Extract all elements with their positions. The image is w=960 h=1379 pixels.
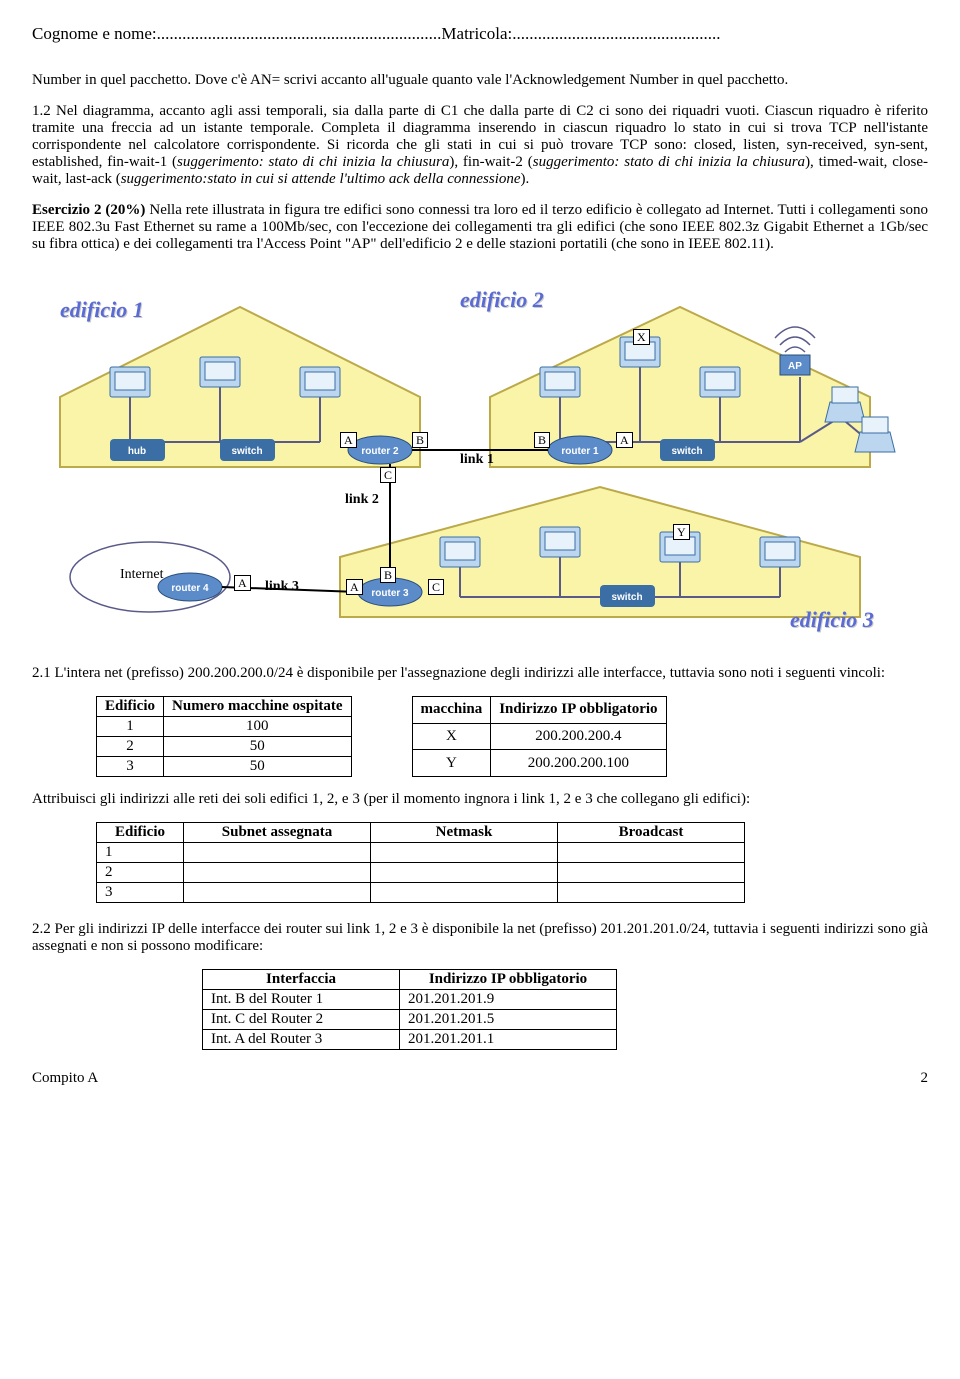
td: 200.200.200.4 xyxy=(491,723,666,750)
svg-text:switch: switch xyxy=(611,592,642,603)
port-A: A xyxy=(340,432,357,448)
port-A: A xyxy=(346,579,363,595)
td: 2 xyxy=(97,737,164,757)
td xyxy=(371,843,558,863)
exercise-2-intro: Esercizio 2 (20%) Nella rete illustrata … xyxy=(32,202,928,253)
td: 201.201.201.9 xyxy=(400,990,617,1010)
svg-text:AP: AP xyxy=(788,361,802,372)
td: 200.200.200.100 xyxy=(491,750,666,777)
port-B: B xyxy=(534,432,550,448)
svg-text:hub: hub xyxy=(128,446,146,457)
footer-left: Compito A xyxy=(32,1070,98,1087)
td xyxy=(371,863,558,883)
building-3-label: edificio 3 xyxy=(790,607,874,633)
th: Indirizzo IP obbligatorio xyxy=(400,970,617,990)
dots: ........................................… xyxy=(512,24,720,43)
section-2-1: 2.1 L'intera net (prefisso) 200.200.200.… xyxy=(32,665,928,682)
svg-text:router 2: router 2 xyxy=(361,446,399,457)
page-footer: Compito A 2 xyxy=(32,1070,928,1087)
svg-text:router 1: router 1 xyxy=(561,446,599,457)
td: 2 xyxy=(97,863,184,883)
svg-text:switch: switch xyxy=(231,446,262,457)
th: Subnet assegnata xyxy=(184,823,371,843)
td: Y xyxy=(412,750,491,777)
table-interfacce: Interfaccia Indirizzo IP obbligatorio In… xyxy=(202,969,617,1050)
td: 3 xyxy=(97,883,184,903)
th: Broadcast xyxy=(558,823,745,843)
cognome-label: Cognome e nome: xyxy=(32,24,157,43)
td xyxy=(558,843,745,863)
th: Edificio xyxy=(97,697,164,717)
table-macchina-ip: macchinaIndirizzo IP obbligatorio X200.2… xyxy=(412,696,667,777)
building-2-label: edificio 2 xyxy=(460,287,544,313)
port-C: C xyxy=(380,467,396,483)
td xyxy=(184,883,371,903)
building-1-label: edificio 1 xyxy=(60,297,144,323)
td: Int. C del Router 2 xyxy=(203,1010,400,1030)
link3-label: link 3 xyxy=(265,579,299,595)
host-Y: Y xyxy=(673,524,690,540)
td: 201.201.201.1 xyxy=(400,1030,617,1050)
th: Indirizzo IP obbligatorio xyxy=(491,697,666,724)
port-A: A xyxy=(616,432,633,448)
section-2-2: 2.2 Per gli indirizzi IP delle interfacc… xyxy=(32,921,928,955)
svg-text:switch: switch xyxy=(671,446,702,457)
link2-label: link 2 xyxy=(345,492,379,508)
td xyxy=(371,883,558,903)
td: Int. A del Router 3 xyxy=(203,1030,400,1050)
tables-row-1: EdificioNumero macchine ospitate 1100 25… xyxy=(96,696,928,777)
footer-right: 2 xyxy=(921,1070,929,1087)
td xyxy=(558,863,745,883)
td: 3 xyxy=(97,757,164,777)
text-italic: suggerimento: stato di chi inizia la chi… xyxy=(533,154,805,170)
th: Edificio xyxy=(97,823,184,843)
port-B: B xyxy=(380,567,396,583)
th: Netmask xyxy=(371,823,558,843)
th: Interfaccia xyxy=(203,970,400,990)
td: X xyxy=(412,723,491,750)
td: 50 xyxy=(164,737,352,757)
port-C: C xyxy=(428,579,444,595)
td: 1 xyxy=(97,843,184,863)
paragraph-2: 1.2 Nel diagramma, accanto agli assi tem… xyxy=(32,103,928,188)
header-line: Cognome e nome:.........................… xyxy=(32,24,928,44)
td: 100 xyxy=(164,717,352,737)
th: Numero macchine ospitate xyxy=(164,697,352,717)
matricola-label: Matricola: xyxy=(441,24,512,43)
text: ). xyxy=(521,171,530,187)
table-edifici-macchine: EdificioNumero macchine ospitate 1100 25… xyxy=(96,696,352,777)
td: 201.201.201.5 xyxy=(400,1010,617,1030)
network-diagram: AP hub switch router 2 router 1 switch r… xyxy=(40,267,920,647)
td xyxy=(184,863,371,883)
text: Nella rete illustrata in figura tre edif… xyxy=(32,202,928,252)
td xyxy=(184,843,371,863)
text-italic: suggerimento:stato in cui si attende l'u… xyxy=(121,171,521,187)
internet-label: Internet xyxy=(120,567,164,583)
link1-label: link 1 xyxy=(460,452,494,468)
port-B: B xyxy=(412,432,428,448)
host-X: X xyxy=(633,329,650,345)
th: macchina xyxy=(412,697,491,724)
exercise-heading: Esercizio 2 (20%) xyxy=(32,202,145,218)
svg-text:router 3: router 3 xyxy=(371,588,409,599)
td: Int. B del Router 1 xyxy=(203,990,400,1010)
port-A: A xyxy=(234,575,251,591)
td: 1 xyxy=(97,717,164,737)
text-italic: suggerimento: stato di chi inizia la chi… xyxy=(177,154,449,170)
table-subnet: Edificio Subnet assegnata Netmask Broadc… xyxy=(96,822,745,903)
td xyxy=(558,883,745,903)
td: 50 xyxy=(164,757,352,777)
paragraph-1: Number in quel pacchetto. Dove c'è AN= s… xyxy=(32,72,928,89)
svg-text:router 4: router 4 xyxy=(171,583,209,594)
dots: ........................................… xyxy=(157,24,442,43)
section-2-1-after: Attribuisci gli indirizzi alle reti dei … xyxy=(32,791,928,808)
text: ), fin-wait-2 ( xyxy=(449,154,532,170)
